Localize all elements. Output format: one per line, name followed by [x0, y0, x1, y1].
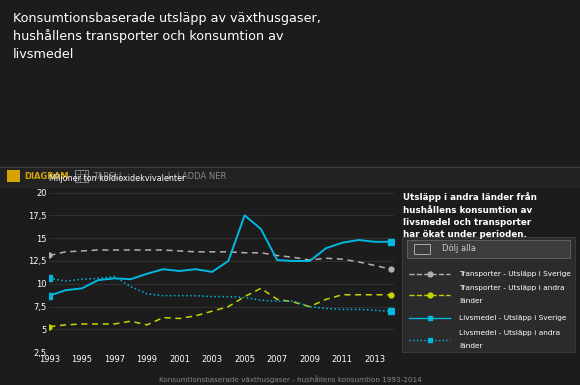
Text: Transporter - Utsläpp i andra: Transporter - Utsläpp i andra [459, 285, 564, 291]
Bar [7, 170, 20, 182]
Text: länder: länder [459, 298, 483, 305]
Text: TABELL: TABELL [93, 172, 124, 181]
Text: Konsumtionsbaserade utsläpp av växthusgaser,
hushållens transporter och konsumti: Konsumtionsbaserade utsläpp av växthusga… [13, 12, 321, 61]
Bar [414, 244, 430, 254]
Text: Transporter - Utsläpp i Sverige: Transporter - Utsläpp i Sverige [459, 271, 571, 277]
Text: länder: länder [459, 343, 483, 350]
Text: Miljoner ton koldioxidekvivalenter: Miljoner ton koldioxidekvivalenter [49, 174, 186, 183]
Bar [75, 170, 88, 182]
Text: Livsmedel - Utsläpp i Sverige: Livsmedel - Utsläpp i Sverige [459, 315, 566, 321]
Text: DIAGRAM: DIAGRAM [24, 172, 69, 181]
Text: LADDA NER: LADDA NER [177, 172, 226, 181]
Text: ↓: ↓ [165, 171, 173, 181]
Text: Dölj alla: Dölj alla [442, 244, 476, 253]
Text: Utsläpp i andra länder från
hushållens konsumtion av
livsmedel och transporter
h: Utsläpp i andra länder från hushållens k… [403, 192, 537, 239]
Text: Livsmedel - Utsläpp i andra: Livsmedel - Utsläpp i andra [459, 330, 560, 336]
Text: Konsumtionsbaserade växthusgaser - hushållens konsumtion 1993-2014: Konsumtionsbaserade växthusgaser - hushå… [158, 375, 422, 383]
FancyBboxPatch shape [407, 240, 570, 258]
